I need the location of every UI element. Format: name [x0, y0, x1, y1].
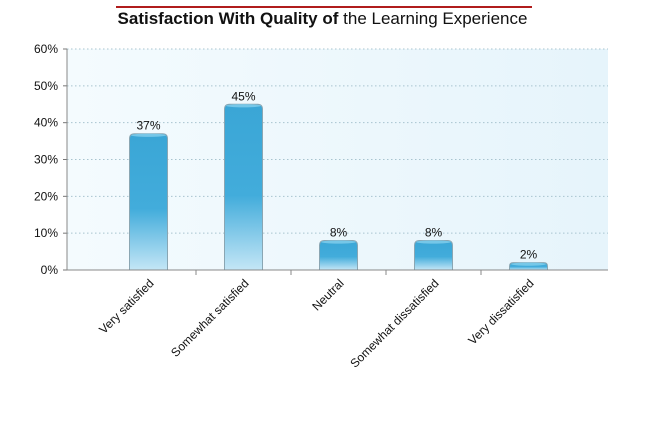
- category-label: Very satisfied: [96, 276, 156, 336]
- bar-cap: [416, 240, 451, 244]
- bar: [319, 240, 358, 271]
- bar: [224, 103, 263, 271]
- axes: [63, 48, 608, 275]
- data-label: 8%: [330, 226, 348, 240]
- data-label: 37%: [136, 119, 160, 133]
- y-tick-label: 50%: [34, 79, 58, 93]
- bar: [129, 133, 168, 271]
- bar: [414, 240, 453, 271]
- data-label: 2%: [520, 248, 538, 262]
- chart-title-bold: Satisfaction With Quality of: [117, 9, 339, 28]
- bar-cap: [511, 262, 546, 266]
- category-label: Neutral: [309, 276, 346, 313]
- y-tick-label: 60%: [34, 42, 58, 56]
- category-label: Somewhat dissatisfied: [347, 276, 441, 370]
- bar-cap: [131, 133, 166, 137]
- y-tick-label: 40%: [34, 116, 58, 130]
- category-label: Very dissatisfied: [465, 276, 536, 347]
- data-label: 45%: [231, 89, 255, 103]
- bars: [129, 103, 548, 271]
- y-tick-label: 0%: [41, 263, 59, 277]
- chart-title: Satisfaction With Quality of the Learnin…: [0, 9, 645, 29]
- y-tick-label: 20%: [34, 189, 58, 203]
- bar-cap: [226, 104, 261, 108]
- category-label: Somewhat satisfied: [168, 276, 251, 359]
- y-tick-label: 10%: [34, 226, 58, 240]
- chart-title-regular: the Learning Experience: [343, 9, 528, 28]
- title-accent-rule: [116, 6, 532, 8]
- bar-cap: [321, 240, 356, 244]
- y-tick-label: 30%: [34, 153, 58, 167]
- data-label: 8%: [425, 226, 443, 240]
